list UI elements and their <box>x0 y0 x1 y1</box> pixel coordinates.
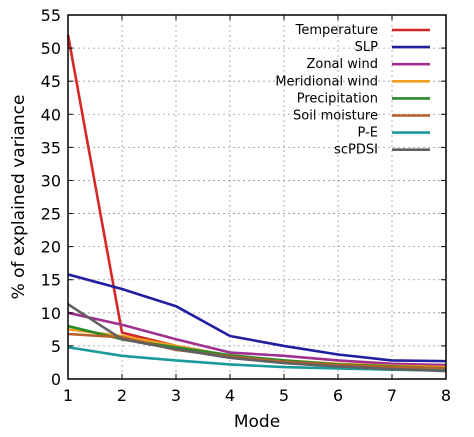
y-axis-label: % of explained variance <box>9 95 29 300</box>
x-tick-label: 3 <box>171 386 181 405</box>
legend-label-zonal-wind: Zonal wind <box>306 57 378 72</box>
y-tick-label: 35 <box>41 138 61 157</box>
y-tick-label: 20 <box>41 238 61 257</box>
series-line-temperature <box>66 34 447 371</box>
legend-label-meridional-wind: Meridional wind <box>275 74 378 89</box>
legend: Temperature SLP Zonal wind Meridional wind P… <box>275 23 430 158</box>
y-tick-label: 45 <box>41 72 61 91</box>
legend-label-precipitation: Precipitation <box>297 91 378 106</box>
series-line-scpdsi <box>67 303 447 373</box>
legend-label-p-e: P-E <box>358 126 378 141</box>
x-tick-label: 1 <box>63 386 73 405</box>
x-tick-label: 6 <box>333 386 343 405</box>
chart-series <box>66 34 447 373</box>
x-axis-label: Mode <box>234 412 280 432</box>
series-line-slp <box>67 273 447 363</box>
y-tick-label: 25 <box>41 205 61 224</box>
x-tick-label: 5 <box>279 386 289 405</box>
legend-label-slp: SLP <box>355 40 378 55</box>
y-tick-label: 5 <box>51 337 61 356</box>
y-tick-label: 30 <box>41 171 61 190</box>
x-tick-label: 8 <box>441 386 451 405</box>
x-tick-label: 7 <box>387 386 397 405</box>
y-tick-label: 10 <box>41 304 61 323</box>
y-tick-label: 40 <box>41 105 61 124</box>
y-tick-label: 50 <box>41 39 61 58</box>
series-line-zonal-wind <box>67 311 447 367</box>
legend-label-soil-moisture: Soil moisture <box>293 109 378 124</box>
legend-label-scpdsi: scPDSI <box>334 143 378 158</box>
x-tick-label: 4 <box>225 386 235 405</box>
plot-frame <box>67 14 447 380</box>
series-line-soil-moisture <box>67 332 447 370</box>
x-tick-label: 2 <box>117 386 127 405</box>
y-tick-label: 0 <box>51 370 61 389</box>
grid-lines <box>68 15 446 379</box>
legend-label-temperature: Temperature <box>295 23 378 38</box>
y-tick-label: 15 <box>41 271 61 290</box>
y-tick-label: 55 <box>41 6 61 25</box>
